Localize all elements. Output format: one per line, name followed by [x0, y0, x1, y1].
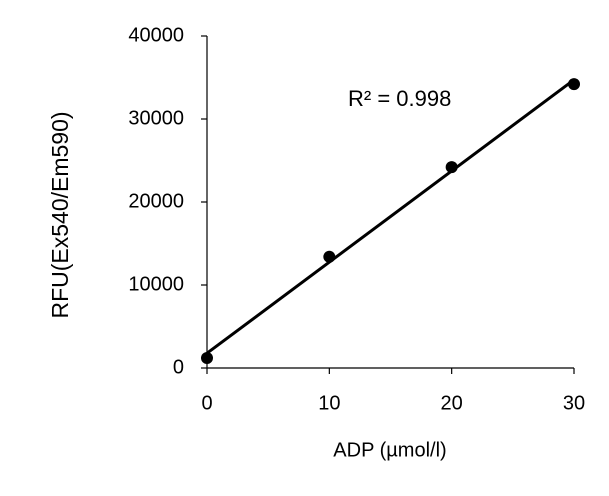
y-axis-label: RFU(Ex540/Em590) — [47, 111, 73, 318]
data-point — [201, 352, 213, 365]
annotation: R² = 0.998 — [348, 86, 451, 111]
x-tick-label: 20 — [441, 392, 463, 414]
y-tick-label: 10000 — [128, 273, 184, 295]
x-axis-label: ADP (µmol/l) — [333, 439, 446, 461]
trendline — [206, 78, 575, 355]
y-tick-label: 30000 — [128, 107, 184, 129]
y-tick-label: 20000 — [128, 190, 184, 212]
y-tick-label: 40000 — [128, 24, 184, 46]
data-point — [323, 250, 336, 263]
data-point — [445, 161, 458, 174]
y-tick-label: 0 — [173, 356, 184, 378]
x-tick-label: 30 — [563, 392, 585, 414]
x-tick-label: 0 — [201, 392, 212, 414]
x-tick-label: 10 — [318, 392, 340, 414]
data-point — [568, 78, 580, 91]
